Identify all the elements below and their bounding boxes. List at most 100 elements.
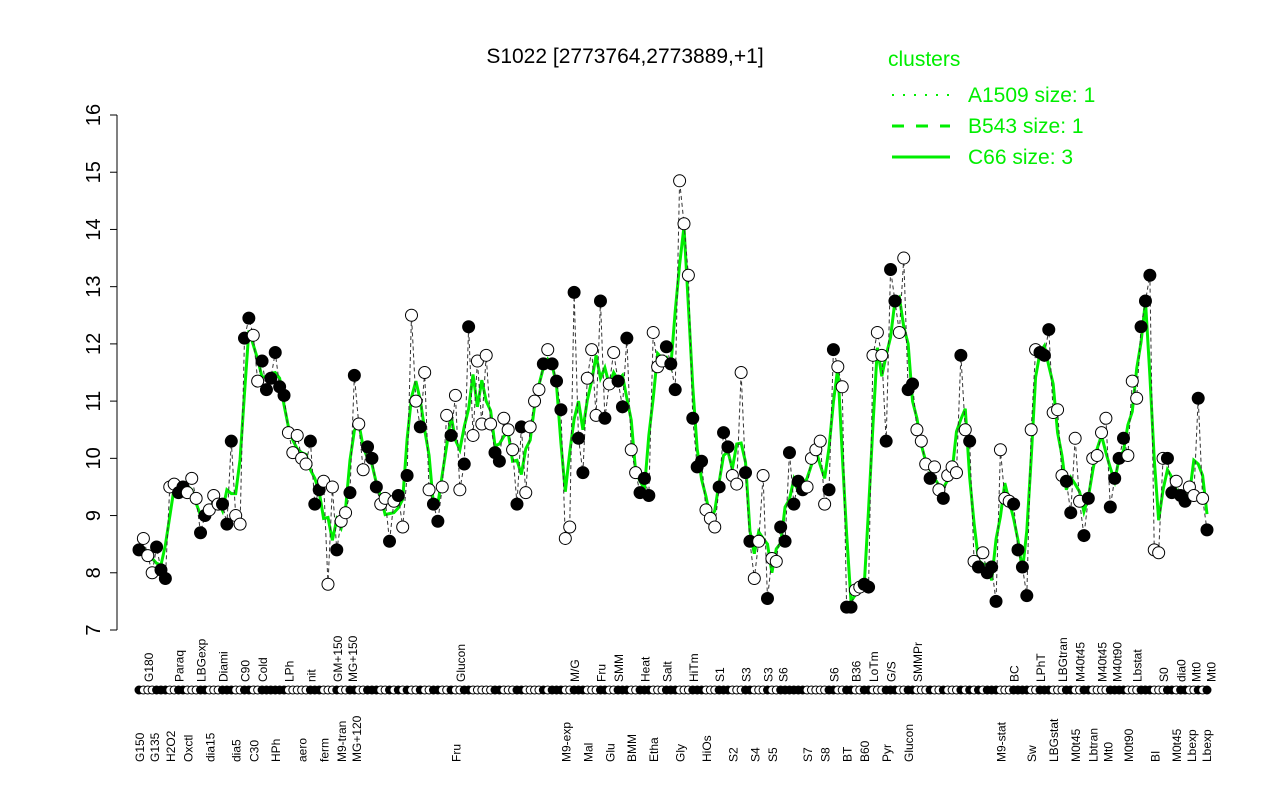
- data-point: [1143, 268, 1157, 282]
- data-point: [774, 520, 788, 534]
- x-tick-label: BT: [841, 746, 855, 762]
- data-point: [914, 434, 928, 448]
- x-tick-label: M40t90: [1111, 642, 1125, 682]
- x-tick-label: MG+120: [350, 715, 364, 762]
- x-tick-label: H2O2: [164, 730, 178, 762]
- x-tick-label: S2: [726, 747, 740, 762]
- data-point: [721, 440, 735, 454]
- data-point: [1116, 431, 1130, 445]
- data-point: [888, 294, 902, 308]
- data-point: [290, 428, 304, 442]
- x-tick-label: M9-stat: [994, 721, 1008, 762]
- data-point: [1011, 543, 1025, 557]
- data-point: [580, 371, 594, 385]
- x-tick-label: Mt0: [1190, 662, 1204, 682]
- data-point: [264, 371, 278, 385]
- data-point: [593, 294, 607, 308]
- data-point: [418, 366, 432, 379]
- data-point: [1160, 451, 1174, 465]
- data-point: [185, 471, 199, 485]
- x-tick-label: MG+150: [346, 635, 360, 682]
- data-point: [259, 383, 273, 397]
- x-tick-label: S3: [761, 667, 775, 682]
- data-point: [993, 443, 1007, 457]
- data-point: [800, 480, 814, 494]
- data-point: [479, 348, 493, 362]
- data-point: [444, 428, 458, 442]
- x-tick-label: SMMPr: [911, 642, 925, 682]
- data-point: [563, 520, 577, 534]
- x-tick-label: Glu: [603, 743, 617, 762]
- data-point: [343, 486, 357, 500]
- data-point: [1103, 500, 1117, 514]
- data-point: [897, 251, 911, 265]
- data-point: [624, 443, 638, 457]
- data-point: [1024, 423, 1038, 437]
- x-tick-label: LBGstat: [1047, 718, 1061, 762]
- data-point: [1108, 471, 1122, 485]
- data-point: [497, 411, 511, 425]
- data-point: [194, 526, 208, 540]
- data-point: [1020, 589, 1034, 603]
- data-point: [426, 497, 440, 511]
- x-tick-label: Pyr: [880, 744, 894, 762]
- data-point: [1090, 448, 1104, 462]
- y-tick-label: 8: [83, 567, 105, 578]
- data-point: [554, 403, 568, 417]
- x-tick-label: Lbexp: [1200, 729, 1214, 762]
- data-point: [484, 417, 498, 431]
- data-point: [1196, 491, 1210, 505]
- data-point: [879, 434, 893, 448]
- data-point: [598, 411, 612, 425]
- data-point: [246, 328, 260, 342]
- x-tick-label: G150: [133, 732, 147, 762]
- data-point: [646, 325, 660, 339]
- data-points: [132, 174, 1214, 695]
- data-point: [457, 457, 471, 471]
- data-point: [136, 531, 150, 545]
- data-point: [299, 457, 313, 471]
- data-point: [677, 217, 691, 231]
- x-tick-label: HPh: [269, 739, 283, 762]
- data-point: [1051, 403, 1065, 417]
- x-tick-label: M0t45: [1170, 728, 1184, 762]
- x-tick-label: S6: [776, 667, 790, 682]
- data-point: [1138, 294, 1152, 308]
- data-point: [681, 268, 695, 282]
- data-point: [717, 426, 731, 440]
- x-tick-label: Lbstat: [1131, 649, 1145, 682]
- data-point: [787, 497, 801, 511]
- data-point: [673, 174, 687, 188]
- data-point: [862, 580, 876, 594]
- x-tick-labels: G150 G180 G135 H2O2 Paraq Oxctl LBGexp dia15 Dia…: [133, 635, 1219, 762]
- x-tick-label: Salt: [660, 661, 674, 682]
- data-point: [884, 263, 898, 276]
- y-tick-label: 15: [83, 161, 105, 183]
- data-point: [216, 497, 230, 511]
- data-point: [1200, 523, 1214, 537]
- data-point: [255, 354, 269, 368]
- data-point: [985, 560, 999, 574]
- y-tick-label: 12: [83, 333, 105, 355]
- data-point: [400, 469, 414, 482]
- data-point: [769, 554, 783, 568]
- x-tick-label: Cold: [256, 657, 270, 682]
- data-point: [659, 340, 673, 354]
- data-point: [492, 454, 506, 468]
- data-point: [958, 423, 972, 437]
- data-point: [330, 543, 344, 557]
- data-point: [321, 577, 335, 591]
- x-tick-label: S5: [766, 747, 780, 762]
- data-point: [1037, 348, 1051, 362]
- data-point: [339, 506, 353, 520]
- data-point: [224, 434, 238, 448]
- data-point: [782, 446, 796, 460]
- x-tick-label: LoTm: [867, 651, 881, 682]
- data-point: [875, 348, 889, 362]
- data-point: [1169, 474, 1183, 488]
- x-tick-label: B60: [858, 740, 872, 762]
- data-point: [611, 374, 625, 388]
- data-point: [585, 343, 599, 357]
- data-point: [150, 540, 164, 554]
